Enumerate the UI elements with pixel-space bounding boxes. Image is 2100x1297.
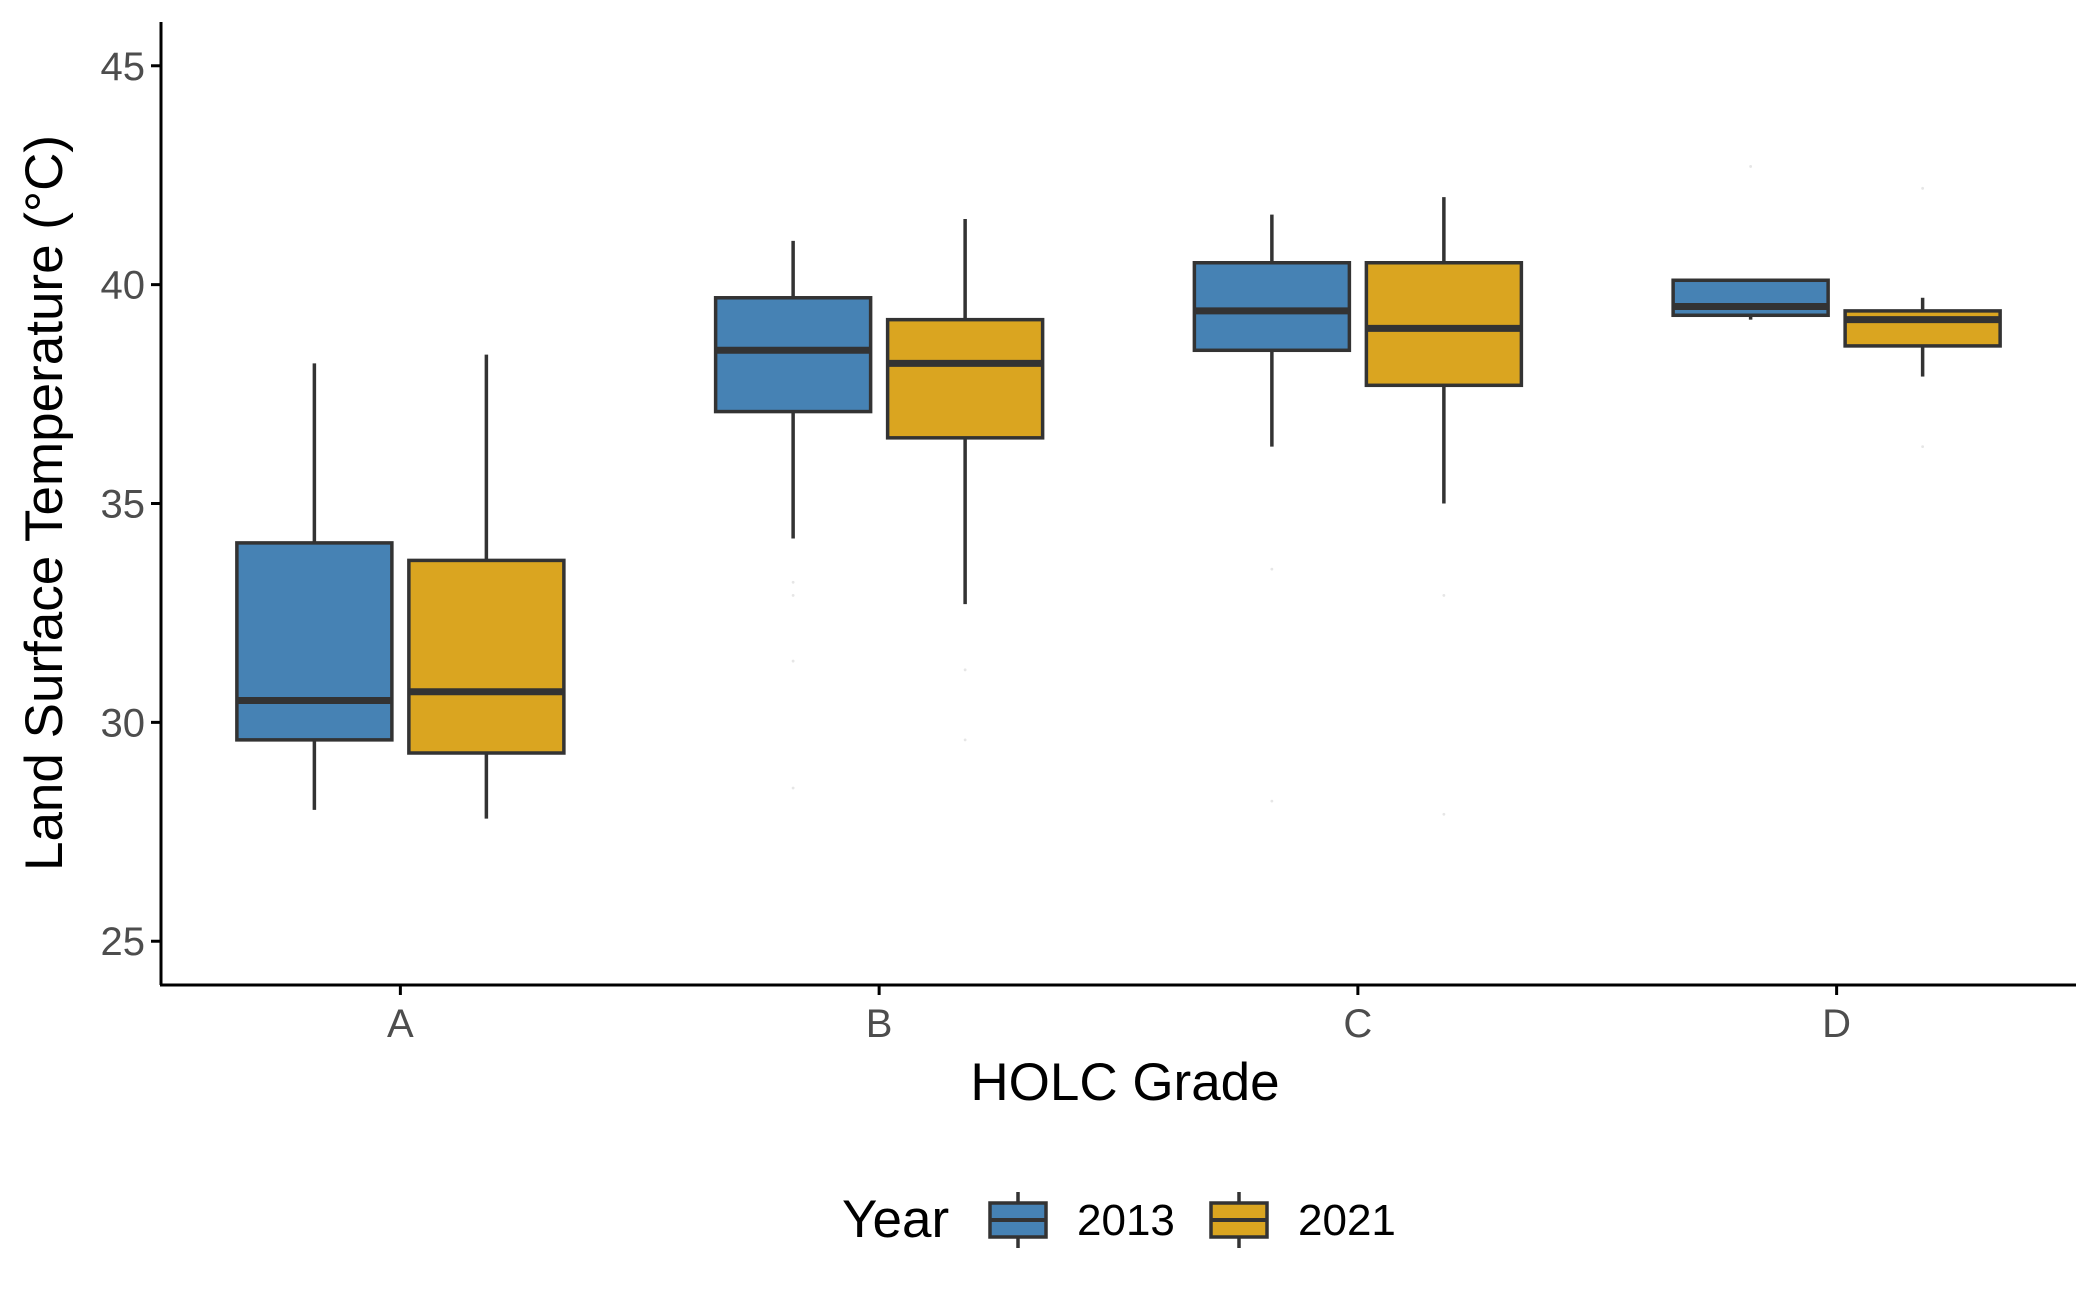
outlier-point: [1749, 165, 1753, 168]
outlier-point: [1921, 186, 1925, 190]
outlier-point: [1921, 445, 1925, 448]
outlier-point: [791, 594, 795, 597]
x-tick-label: A: [387, 1002, 414, 1046]
box-body: [1671, 278, 1830, 318]
box-A-2021: [407, 354, 566, 819]
y-tick-label: 45: [101, 45, 146, 89]
box-body: [713, 296, 873, 414]
box-C-2021: [1364, 197, 1524, 816]
y-tick-label: 35: [101, 483, 146, 527]
outlier-point: [1270, 567, 1274, 571]
chart-marks: [235, 165, 2002, 819]
x-tick-label: B: [866, 1002, 893, 1046]
legend: Year 2013 2021: [842, 1190, 1396, 1249]
box-body: [235, 541, 394, 742]
box-body: [885, 317, 1045, 440]
legend-label: 2013: [1077, 1196, 1175, 1245]
box-body: [1364, 261, 1524, 388]
legend-label: 2021: [1298, 1196, 1396, 1245]
outlier-point: [1270, 799, 1274, 803]
outlier-point: [1442, 812, 1446, 816]
legend-key-2013: 2013: [988, 1192, 1175, 1248]
box-A-2013: [235, 363, 394, 810]
box-D-2013: [1671, 165, 1830, 320]
outlier-point: [791, 659, 795, 663]
y-tick-label: 25: [101, 920, 146, 964]
box-body: [407, 558, 566, 755]
box-C-2013: [1192, 214, 1352, 803]
y-axis-title: Land Surface Temperature (°C): [15, 135, 74, 871]
y-tick-label: 30: [101, 701, 146, 745]
x-axis-ticks: A B C D: [387, 985, 1851, 1046]
outlier-point: [791, 580, 795, 584]
box-body: [1192, 261, 1352, 353]
outlier-point: [1442, 594, 1446, 597]
y-axis-ticks: 25 30 35 40 45: [101, 45, 161, 964]
x-tick-label: D: [1822, 1002, 1851, 1046]
chart-axes: [159, 22, 2076, 987]
box-body: [1843, 309, 2002, 348]
box-B-2021: [885, 218, 1045, 742]
x-tick-label: C: [1343, 1002, 1372, 1046]
box-B-2013: [713, 240, 873, 790]
outlier-point: [963, 668, 967, 672]
y-tick-label: 40: [101, 264, 146, 308]
outlier-point: [791, 786, 795, 790]
box-D-2021: [1843, 186, 2002, 448]
legend-key-2021: 2021: [1209, 1192, 1396, 1248]
legend-title: Year: [842, 1190, 949, 1249]
x-axis-title: HOLC Grade: [970, 1053, 1279, 1112]
outlier-point: [963, 738, 967, 742]
